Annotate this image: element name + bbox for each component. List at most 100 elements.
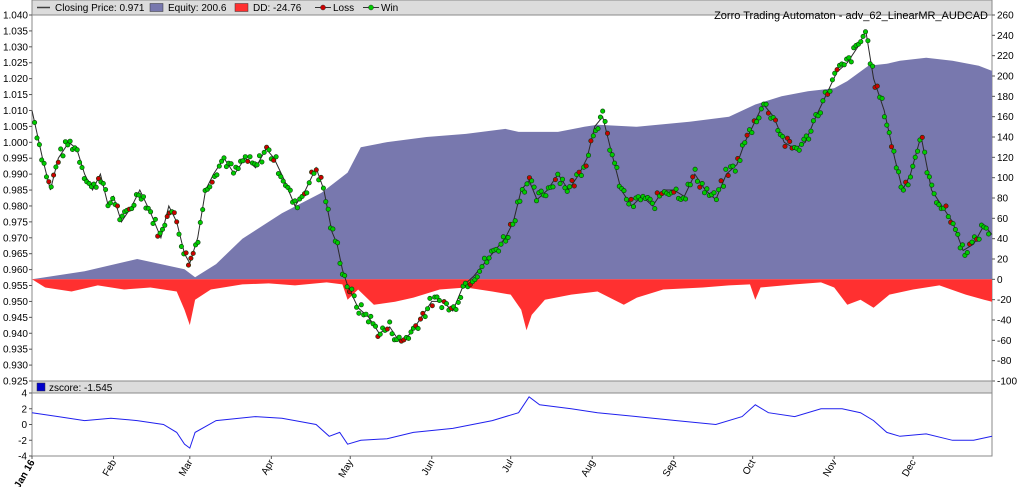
win-marker xyxy=(704,186,710,192)
win-marker xyxy=(372,323,378,329)
price-tick-label: 1.025 xyxy=(3,58,28,69)
win-marker xyxy=(261,149,267,155)
legend-label: Closing Price: 0.971 xyxy=(55,3,145,14)
win-marker xyxy=(959,242,965,248)
win-marker xyxy=(176,231,182,237)
win-marker xyxy=(860,33,866,39)
zscore-tick-label: 0 xyxy=(21,420,27,431)
win-marker xyxy=(701,190,707,196)
win-marker xyxy=(638,197,644,203)
win-marker xyxy=(34,135,40,141)
win-marker xyxy=(846,55,852,61)
equity-tick-label: 240 xyxy=(997,31,1014,42)
win-marker xyxy=(458,294,464,300)
legend-swatch xyxy=(36,382,46,392)
win-marker xyxy=(590,133,596,139)
win-marker xyxy=(368,313,374,319)
win-marker xyxy=(931,191,937,197)
win-marker xyxy=(344,284,350,290)
win-marker xyxy=(692,166,698,172)
loss-marker xyxy=(588,138,594,144)
win-marker xyxy=(79,165,85,171)
win-marker xyxy=(219,158,225,164)
loss-marker xyxy=(874,83,880,89)
win-marker xyxy=(351,293,357,299)
price-axis: 0.925 0.930 0.935 0.940 0.945 0.950 0.955 0.960… xyxy=(3,11,32,388)
loss-marker xyxy=(318,174,324,180)
equity-tick-label: 200 xyxy=(997,72,1014,83)
equity-tick-label: -20 xyxy=(997,295,1012,306)
price-tick-label: 0.930 xyxy=(3,361,28,372)
loss-marker xyxy=(628,196,634,202)
win-marker xyxy=(896,169,902,175)
price-tick-label: 0.980 xyxy=(3,201,28,212)
win-marker xyxy=(477,268,483,274)
loss-marker xyxy=(188,255,194,261)
win-marker xyxy=(254,162,260,168)
win-marker xyxy=(436,297,442,303)
loss-marker xyxy=(164,214,170,220)
loss-marker xyxy=(384,326,390,332)
zscore-line xyxy=(31,396,993,449)
win-marker xyxy=(730,163,736,169)
equity-tick-label: 120 xyxy=(997,153,1014,164)
win-marker xyxy=(119,213,125,219)
equity-tick-label: -60 xyxy=(997,336,1012,347)
win-marker xyxy=(600,108,606,114)
win-marker xyxy=(242,154,248,160)
equity-area xyxy=(32,57,992,280)
trade-markers xyxy=(32,29,992,344)
loss-marker xyxy=(174,219,180,225)
win-marker xyxy=(732,168,738,174)
win-marker xyxy=(711,190,717,196)
equity-tick-label: 140 xyxy=(997,133,1014,144)
win-marker xyxy=(93,184,99,190)
win-marker xyxy=(862,29,868,35)
legend-label: zscore: -1.545 xyxy=(49,383,113,394)
loss-marker xyxy=(96,176,102,182)
win-marker xyxy=(117,217,123,223)
price-tick-label: 0.955 xyxy=(3,281,28,292)
price-tick-label: 0.985 xyxy=(3,186,28,197)
win-marker xyxy=(820,98,826,104)
win-marker xyxy=(496,248,502,254)
loss-marker xyxy=(782,143,788,149)
win-marker xyxy=(53,164,59,170)
win-marker xyxy=(259,159,265,165)
win-marker xyxy=(320,185,326,191)
win-marker xyxy=(197,220,203,226)
legend-swatch xyxy=(320,4,326,11)
win-marker xyxy=(273,154,279,160)
win-marker xyxy=(396,334,402,340)
win-marker xyxy=(505,235,511,241)
win-marker xyxy=(538,188,544,194)
win-marker xyxy=(287,187,293,193)
win-marker xyxy=(107,200,113,206)
legend-item: Loss xyxy=(315,3,354,14)
loss-marker xyxy=(186,262,192,268)
price-tick-label: 0.950 xyxy=(3,297,28,308)
win-marker xyxy=(427,295,433,301)
win-marker xyxy=(294,205,300,211)
win-marker xyxy=(881,114,887,120)
zscore-tick-label: 2 xyxy=(21,404,27,415)
win-marker xyxy=(858,39,864,45)
price-tick-label: 0.970 xyxy=(3,233,28,244)
win-marker xyxy=(884,122,890,128)
win-marker xyxy=(77,159,83,165)
win-marker xyxy=(462,280,468,286)
win-marker xyxy=(801,136,807,142)
loss-marker xyxy=(718,178,724,184)
win-marker xyxy=(240,158,246,164)
win-marker xyxy=(879,95,885,101)
equity-tick-label: 20 xyxy=(997,255,1009,266)
price-tick-label: 1.000 xyxy=(3,138,28,149)
zscore-tick-label: 4 xyxy=(21,389,27,400)
loss-marker xyxy=(834,67,840,73)
win-marker xyxy=(555,171,561,177)
win-marker xyxy=(58,146,64,152)
win-marker xyxy=(716,187,722,193)
win-marker xyxy=(223,164,229,170)
equity-tick-label: 180 xyxy=(997,92,1014,103)
win-marker xyxy=(207,184,213,190)
